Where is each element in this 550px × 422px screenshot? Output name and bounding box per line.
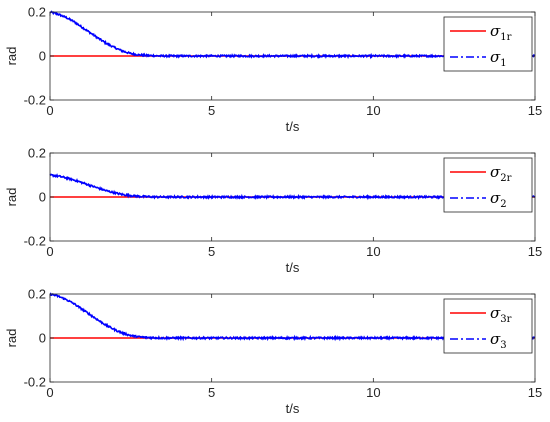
x-tick-label: 5 [208,385,215,400]
x-tick-label: 15 [528,103,542,118]
legend-box [443,16,533,72]
y-tick-label: -0.2 [24,93,46,108]
legend-entry-σ3: σ3 [490,330,507,351]
x-tick-label: 10 [366,244,380,259]
y-axis-label: rad [4,47,19,66]
y-tick-label: 0.2 [28,287,46,302]
x-tick-label: 0 [46,103,53,118]
legend-box [443,157,533,213]
y-tick-label: 0 [39,190,46,205]
x-axis-label: t/s [286,119,300,134]
legend-entry-σ1: σ1 [490,48,507,69]
legend-entry-σ2r: σ2r [490,163,512,184]
x-axis-label: t/s [286,260,300,275]
x-tick-label: 0 [46,244,53,259]
y-tick-label: -0.2 [24,375,46,390]
y-tick-label: -0.2 [24,234,46,249]
x-tick-label: 10 [366,385,380,400]
legend-entry-σ2: σ2 [490,189,507,210]
y-tick-label: 0.2 [28,5,46,20]
x-tick-label: 5 [208,244,215,259]
y-tick-label: 0 [39,331,46,346]
x-tick-label: 10 [366,103,380,118]
legend-entry-σ1r: σ1r [490,22,512,43]
y-tick-label: 0.2 [28,146,46,161]
y-axis-label: rad [4,329,19,348]
y-axis-label: rad [4,188,19,207]
x-tick-label: 5 [208,103,215,118]
legend-box [443,298,533,354]
x-tick-label: 0 [46,385,53,400]
x-tick-label: 15 [528,385,542,400]
x-axis-label: t/s [286,401,300,416]
legend-entry-σ3r: σ3r [490,304,512,325]
x-tick-label: 15 [528,244,542,259]
y-tick-label: 0 [39,49,46,64]
